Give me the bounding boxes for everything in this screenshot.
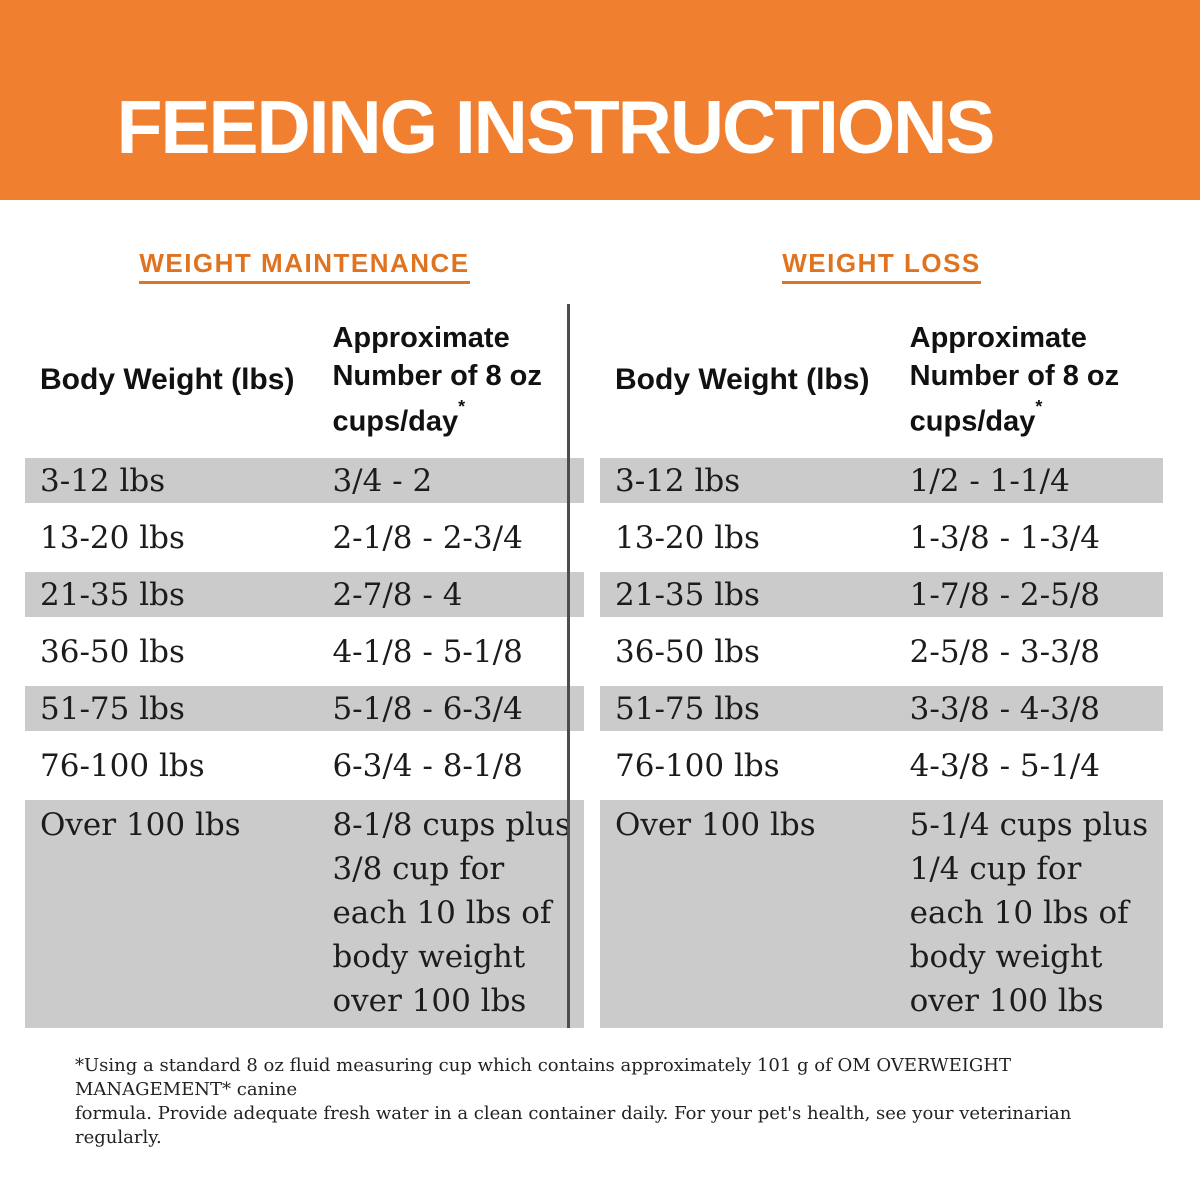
table-row: 36-50 lbs 2-5/8 - 3-3/8 [600,617,1163,686]
cups-per-day-column-header: Approximate Number of 8 oz cups/day* [332,319,584,441]
body-weight-cell: 51-75 lbs [615,690,760,727]
cups-cell: 1-7/8 - 2-5/8 [909,576,1100,613]
table-gap [584,302,600,1028]
table-row: Over 100 lbs 5-1/4 cups plus 1/4 cup for… [600,800,1163,1028]
footnote-asterisk-marker: * [1035,396,1043,417]
footnote: *Using a standard 8 oz fluid measuring c… [75,1055,1072,1148]
table-row: 3-12 lbs 3/4 - 2 [25,458,584,503]
table-row: 51-75 lbs 3-3/8 - 4-3/8 [600,686,1163,731]
body-weight-cell: 3-12 lbs [615,462,741,499]
section-headings-row: WEIGHT MAINTENANCE WEIGHT LOSS [0,248,1200,284]
weight-loss-heading: WEIGHT LOSS [782,248,981,284]
cups-cell: 5-1/4 cups plus 1/4 cup for each 10 lbs … [909,807,1149,1019]
heading-spacer [584,248,600,284]
loss-column-headers: Body Weight (lbs) Approximate Number of … [600,302,1163,458]
body-weight-cell: 13-20 lbs [40,519,185,556]
table-row: 13-20 lbs 1-3/8 - 1-3/4 [600,503,1163,572]
vertical-divider [567,304,570,1028]
maintenance-column-headers: Body Weight (lbs) Approximate Number of … [25,302,584,458]
cups-cell: 1/2 - 1-1/4 [909,462,1070,499]
cups-header-line-1: Approximate [332,322,510,355]
cups-cell: 6-3/4 - 8-1/8 [332,747,523,784]
cups-header-line-2: Number of 8 oz [909,360,1120,393]
body-weight-column-header: Body Weight (lbs) [615,363,870,396]
cups-cell: 2-1/8 - 2-3/4 [332,519,523,556]
body-weight-cell: 13-20 lbs [615,519,760,556]
weight-maintenance-heading-cell: WEIGHT MAINTENANCE [25,248,584,284]
weight-maintenance-table: Body Weight (lbs) Approximate Number of … [25,302,584,1028]
table-row: Over 100 lbs 8-1/8 cups plus 3/8 cup for… [25,800,584,1028]
table-row: 21-35 lbs 1-7/8 - 2-5/8 [600,572,1163,617]
body-weight-cell: Over 100 lbs [40,807,241,843]
weight-loss-heading-cell: WEIGHT LOSS [600,248,1163,284]
body-weight-cell: 76-100 lbs [615,747,780,784]
cups-header-line-3: cups/day* [332,396,466,438]
body-weight-cell: Over 100 lbs [615,807,816,843]
cups-cell: 1-3/8 - 1-3/4 [909,519,1100,556]
weight-loss-table: Body Weight (lbs) Approximate Number of … [600,302,1163,1028]
cups-cell: 8-1/8 cups plus 3/8 cup for each 10 lbs … [332,807,571,1019]
cups-header-line-2: Number of 8 oz [332,360,542,393]
body-weight-column-header: Body Weight (lbs) [40,363,295,396]
table-row: 13-20 lbs 2-1/8 - 2-3/4 [25,503,584,572]
tables-wrap: Body Weight (lbs) Approximate Number of … [0,302,1200,1028]
cups-header-line-1: Approximate [909,322,1087,355]
table-row: 76-100 lbs 4-3/8 - 5-1/4 [600,731,1163,800]
cups-cell: 5-1/8 - 6-3/4 [332,690,523,727]
table-row: 3-12 lbs 1/2 - 1-1/4 [600,458,1163,503]
body-weight-cell: 21-35 lbs [615,576,760,613]
cups-cell: 3/4 - 2 [332,462,433,499]
cups-cell: 2-7/8 - 4 [332,576,463,613]
body-weight-cell: 76-100 lbs [40,747,205,784]
body-weight-cell: 36-50 lbs [615,633,760,670]
banner: FEEDING INSTRUCTIONS [0,0,1200,200]
page-title: FEEDING INSTRUCTIONS [116,85,996,169]
body-weight-cell: 51-75 lbs [40,690,185,727]
weight-maintenance-heading: WEIGHT MAINTENANCE [139,248,470,284]
cups-cell: 4-3/8 - 5-1/4 [909,747,1100,784]
table-row: 21-35 lbs 2-7/8 - 4 [25,572,584,617]
body-weight-cell: 21-35 lbs [40,576,185,613]
table-row: 51-75 lbs 5-1/8 - 6-3/4 [25,686,584,731]
body-weight-cell: 3-12 lbs [40,462,166,499]
body-weight-cell: 36-50 lbs [40,633,185,670]
cups-cell: 3-3/8 - 4-3/8 [909,690,1100,727]
cups-per-day-column-header: Approximate Number of 8 oz cups/day* [910,319,1163,441]
cups-cell: 2-5/8 - 3-3/8 [909,633,1100,670]
table-row: 76-100 lbs 6-3/4 - 8-1/8 [25,731,584,800]
footnote-asterisk-marker: * [458,396,466,417]
table-row: 36-50 lbs 4-1/8 - 5-1/8 [25,617,584,686]
cups-cell: 4-1/8 - 5-1/8 [332,633,523,670]
cups-header-line-3: cups/day* [909,396,1043,438]
